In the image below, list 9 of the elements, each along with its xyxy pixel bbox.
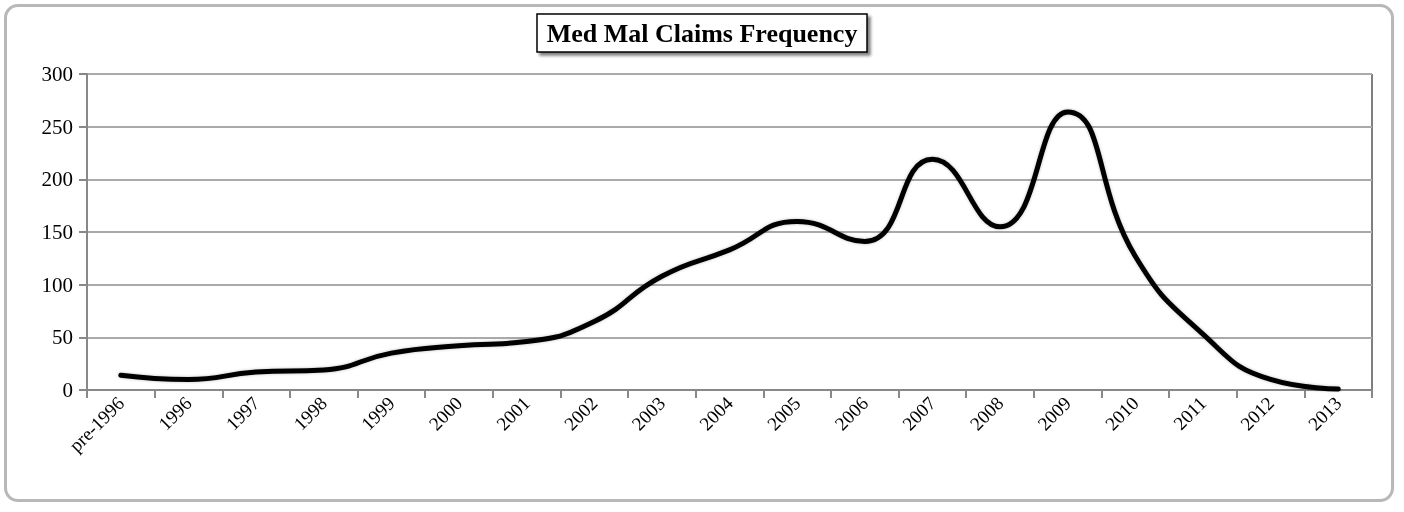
y-tick-label: 100 (41, 272, 73, 297)
y-tick-label: 200 (41, 167, 73, 192)
x-tick-label: 1999 (357, 392, 399, 435)
chart-title: Med Mal Claims Frequency (546, 18, 858, 48)
y-tick-label: 50 (52, 325, 73, 350)
y-tick-label: 150 (41, 220, 73, 244)
y-tick-label: 0 (62, 378, 73, 402)
y-tick-label: 300 (41, 62, 73, 86)
y-tick-label: 250 (41, 114, 73, 139)
